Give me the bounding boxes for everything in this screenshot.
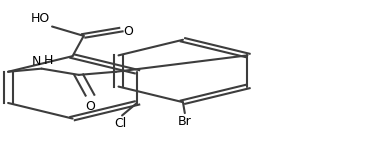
Text: H: H [44,54,53,67]
Text: O: O [85,100,95,113]
Text: Br: Br [178,115,192,128]
Text: O: O [123,25,133,38]
Text: HO: HO [31,12,50,25]
Text: Cl: Cl [114,117,126,130]
Text: N: N [32,55,41,68]
